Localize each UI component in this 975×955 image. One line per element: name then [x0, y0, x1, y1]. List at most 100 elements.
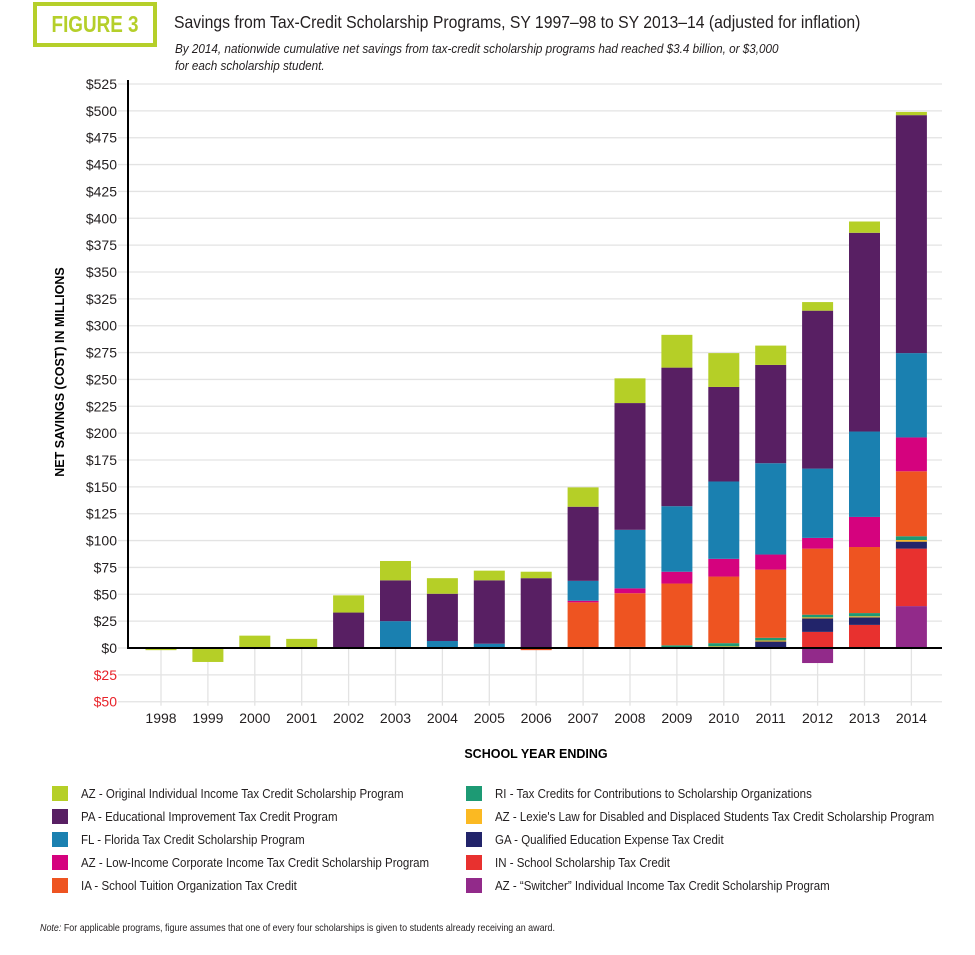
- bar-segment: [802, 310, 834, 469]
- bar-segment: [802, 648, 834, 664]
- y-tick-label: $200: [86, 425, 117, 441]
- bar-stack-2001: [286, 638, 318, 648]
- bar-segment: [802, 618, 834, 632]
- bar-segment: [708, 576, 740, 644]
- bar-stack-2003: [380, 560, 411, 648]
- x-tick-label: 2014: [896, 710, 927, 726]
- legend-label: IN - School Scholarship Tax Credit: [495, 855, 670, 870]
- bar-segment: [708, 558, 740, 577]
- y-tick-labels: $525 $500 $475 $450 $425 $400 $375 $350 $325 $300…: [86, 76, 117, 710]
- y-tick-label: $50: [94, 586, 118, 602]
- bar-segment: [567, 506, 599, 581]
- bar-segment: [802, 302, 834, 311]
- y-tick-label: $25: [94, 613, 118, 629]
- x-tick-label: 2005: [474, 710, 505, 726]
- y-tick-label: $475: [86, 130, 117, 146]
- x-tick-label: 2000: [239, 710, 270, 726]
- legend-label: GA - Qualified Education Expense Tax Cre…: [495, 832, 724, 847]
- bar-segment: [286, 638, 318, 648]
- y-tick-label: $250: [86, 371, 117, 387]
- bar-segment: [849, 616, 880, 618]
- bar-segment: [708, 643, 740, 647]
- x-tick-label: 2012: [802, 710, 833, 726]
- bar-segment: [614, 403, 646, 530]
- legend-item: FL - Florida Tax Credit Scholarship Prog…: [52, 832, 324, 847]
- x-tick-label: 2004: [427, 710, 458, 726]
- legend-label: PA - Educational Improvement Tax Credit …: [81, 809, 338, 824]
- y-tick-label: $300: [86, 318, 117, 334]
- bar-segment: [520, 571, 552, 579]
- bar-segment: [895, 353, 927, 438]
- bar-segment: [708, 353, 740, 387]
- bar-segment: [426, 578, 458, 594]
- bar-segment: [661, 506, 693, 572]
- y-tick-label: $25: [94, 667, 118, 683]
- bar-segment: [755, 345, 787, 365]
- bar-stack-2012: [802, 302, 834, 664]
- bar-segment: [895, 437, 927, 472]
- bar-segment: [802, 631, 834, 648]
- y-tick-label: $75: [94, 559, 118, 575]
- bar-segment: [802, 617, 834, 619]
- bar-segment: [708, 481, 740, 559]
- y-tick-label: $425: [86, 183, 117, 199]
- bar-segment: [661, 334, 693, 368]
- y-tick-label: $500: [86, 103, 117, 119]
- y-tick-label: $525: [86, 76, 117, 92]
- y-axis-label: NET SAVINGS (COST) IN MILLIONS: [53, 267, 67, 477]
- x-tick-labels: 1998 1999 2000 2001 2002 2003 2004 2005 2006 2007…: [145, 710, 927, 726]
- legend-swatch: [52, 855, 68, 870]
- bar-stack-2010: [708, 353, 740, 648]
- bar-segment: [239, 635, 271, 648]
- figure-label-box: FIGURE 3: [33, 2, 157, 47]
- note-text: For applicable programs, figure assumes …: [61, 922, 555, 934]
- bar-segment: [380, 580, 411, 622]
- x-tick-label: 2002: [333, 710, 364, 726]
- bar-stack-1998: [145, 648, 177, 651]
- legend-swatch: [466, 878, 482, 893]
- bar-stack-2014: [895, 111, 927, 648]
- legend-item: IN - School Scholarship Tax Credit: [466, 855, 685, 870]
- bar-segment: [567, 487, 599, 507]
- y-tick-label: $225: [86, 398, 117, 414]
- bar-segment: [849, 547, 880, 614]
- bar-segment: [614, 378, 646, 404]
- bar-segment: [567, 602, 599, 648]
- legend-label: IA - School Tuition Organization Tax Cre…: [81, 878, 297, 893]
- y-tick-label: $50: [94, 694, 118, 710]
- bar-stack-2007: [567, 487, 599, 648]
- legend-swatch: [466, 855, 482, 870]
- bar-stack-2011: [755, 345, 787, 648]
- bar-segment: [380, 560, 411, 581]
- bar-segment: [802, 614, 834, 618]
- bars: [145, 111, 927, 664]
- note-prefix: Note:: [40, 922, 62, 934]
- bar-segment: [473, 570, 505, 581]
- y-tick-label: $175: [86, 452, 117, 468]
- bar-stack-2000: [239, 635, 271, 648]
- legend-label: RI - Tax Credits for Contributions to Sc…: [495, 786, 812, 801]
- legend-swatch: [466, 809, 482, 824]
- legend-item: GA - Qualified Education Expense Tax Cre…: [466, 832, 744, 847]
- legend-swatch: [52, 832, 68, 847]
- legend-label: AZ - Lexie's Law for Disabled and Displa…: [495, 809, 935, 824]
- x-tick-label: 1999: [192, 710, 223, 726]
- bar-segment: [661, 571, 693, 584]
- bar-segment: [426, 641, 458, 648]
- legend-item: IA - School Tuition Organization Tax Cre…: [52, 878, 316, 893]
- bar-segment: [895, 111, 927, 116]
- y-tick-label: $400: [86, 210, 117, 226]
- y-tick-label: $375: [86, 237, 117, 253]
- bar-segment: [755, 640, 787, 642]
- legend-label: AZ - Original Individual Income Tax Cred…: [81, 786, 404, 801]
- bar-segment: [895, 548, 927, 607]
- legend-label: FL - Florida Tax Credit Scholarship Prog…: [81, 832, 305, 847]
- bar-segment: [849, 516, 880, 548]
- bar-segment: [145, 648, 177, 651]
- x-axis-label: SCHOOL YEAR ENDING: [464, 747, 607, 761]
- y-tick-label: $125: [86, 506, 117, 522]
- figure-label: FIGURE 3: [51, 11, 139, 37]
- bar-stack-2013: [849, 221, 880, 648]
- y-tick-label: $275: [86, 345, 117, 361]
- y-tick-label: $150: [86, 479, 117, 495]
